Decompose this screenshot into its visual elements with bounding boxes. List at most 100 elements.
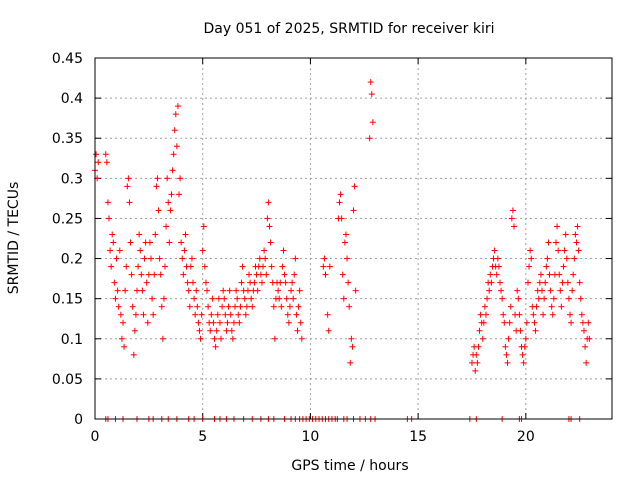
- data-point: [367, 79, 374, 86]
- data-point: [481, 303, 488, 310]
- data-point: [321, 255, 328, 262]
- data-point: [194, 303, 201, 310]
- data-point: [229, 335, 236, 342]
- data-point: [346, 303, 353, 310]
- data-point: [298, 335, 305, 342]
- x-tick-label: 5: [198, 429, 207, 445]
- x-axis-label: GPS time / hours: [291, 458, 408, 474]
- data-point: [235, 311, 242, 318]
- data-point: [226, 287, 233, 294]
- data-point: [519, 351, 526, 358]
- data-point: [549, 311, 556, 318]
- data-point: [494, 255, 501, 262]
- data-point: [243, 303, 250, 310]
- data-point: [258, 279, 265, 286]
- data-point: [546, 271, 553, 278]
- data-point: [559, 279, 566, 286]
- data-point: [185, 287, 192, 294]
- data-point: [543, 263, 550, 270]
- data-point: [192, 311, 199, 318]
- data-point: [122, 287, 129, 294]
- data-point: [234, 295, 241, 302]
- data-point: [180, 271, 187, 278]
- data-point: [130, 351, 137, 358]
- data-point: [565, 295, 572, 302]
- data-point: [342, 231, 349, 238]
- data-point: [118, 335, 125, 342]
- data-point: [182, 231, 189, 238]
- data-point: [187, 263, 194, 270]
- data-point: [528, 255, 535, 262]
- chart-title: Day 051 of 2025, SRMTID for receiver kir…: [203, 21, 494, 37]
- data-point: [487, 271, 494, 278]
- data-point: [586, 335, 593, 342]
- data-point: [123, 263, 130, 270]
- data-point: [339, 271, 346, 278]
- data-point: [552, 239, 559, 246]
- y-axis: 0 0.05 0.1 0.15 0.2 0.25 0.3 0.35 0.4 0.45: [52, 51, 612, 428]
- data-point: [236, 319, 243, 326]
- data-point: [284, 311, 291, 318]
- data-point: [499, 295, 506, 302]
- data-point: [173, 143, 180, 150]
- data-point: [337, 191, 344, 198]
- data-point: [276, 295, 283, 302]
- data-point: [345, 279, 352, 286]
- data-point: [214, 311, 221, 318]
- data-point: [242, 311, 249, 318]
- data-point: [162, 263, 169, 270]
- data-point: [583, 359, 590, 366]
- data-point: [166, 239, 173, 246]
- data-point: [560, 263, 567, 270]
- data-point: [218, 335, 225, 342]
- data-point: [163, 223, 170, 230]
- data-point: [572, 231, 579, 238]
- data-point: [167, 207, 174, 214]
- data-point: [514, 287, 521, 294]
- data-point: [351, 183, 358, 190]
- data-point: [520, 359, 527, 366]
- data-point: [524, 279, 531, 286]
- data-point: [326, 263, 333, 270]
- data-point: [548, 303, 555, 310]
- data-point: [93, 151, 100, 158]
- data-point: [531, 319, 538, 326]
- data-point: [176, 191, 183, 198]
- data-point: [532, 327, 539, 334]
- data-point: [474, 359, 481, 366]
- data-point: [266, 223, 273, 230]
- data-point: [139, 287, 146, 294]
- y-tick-label: 0.25: [52, 211, 83, 227]
- data-point: [557, 287, 564, 294]
- y-tick-label: 0.3: [61, 171, 83, 187]
- data-point: [510, 223, 517, 230]
- data-point: [554, 223, 561, 230]
- data-point: [268, 263, 275, 270]
- data-point: [106, 215, 113, 222]
- data-point: [340, 295, 347, 302]
- data-point: [294, 327, 301, 334]
- data-point: [579, 319, 586, 326]
- y-tick-label: 0.4: [61, 91, 83, 107]
- data-point: [222, 311, 229, 318]
- data-point: [507, 303, 514, 310]
- data-point: [508, 215, 515, 222]
- data-point: [582, 343, 589, 350]
- data-point: [564, 279, 571, 286]
- data-point: [468, 359, 475, 366]
- data-point: [545, 239, 552, 246]
- data-point: [171, 127, 178, 134]
- data-point: [109, 231, 116, 238]
- data-point: [220, 287, 227, 294]
- data-point: [506, 319, 513, 326]
- data-point: [193, 287, 200, 294]
- data-point: [179, 255, 186, 262]
- data-point: [204, 287, 211, 294]
- data-point: [232, 303, 239, 310]
- data-point: [199, 247, 206, 254]
- data-point: [104, 199, 111, 206]
- data-point: [479, 335, 486, 342]
- data-point: [230, 319, 237, 326]
- data-point: [580, 327, 587, 334]
